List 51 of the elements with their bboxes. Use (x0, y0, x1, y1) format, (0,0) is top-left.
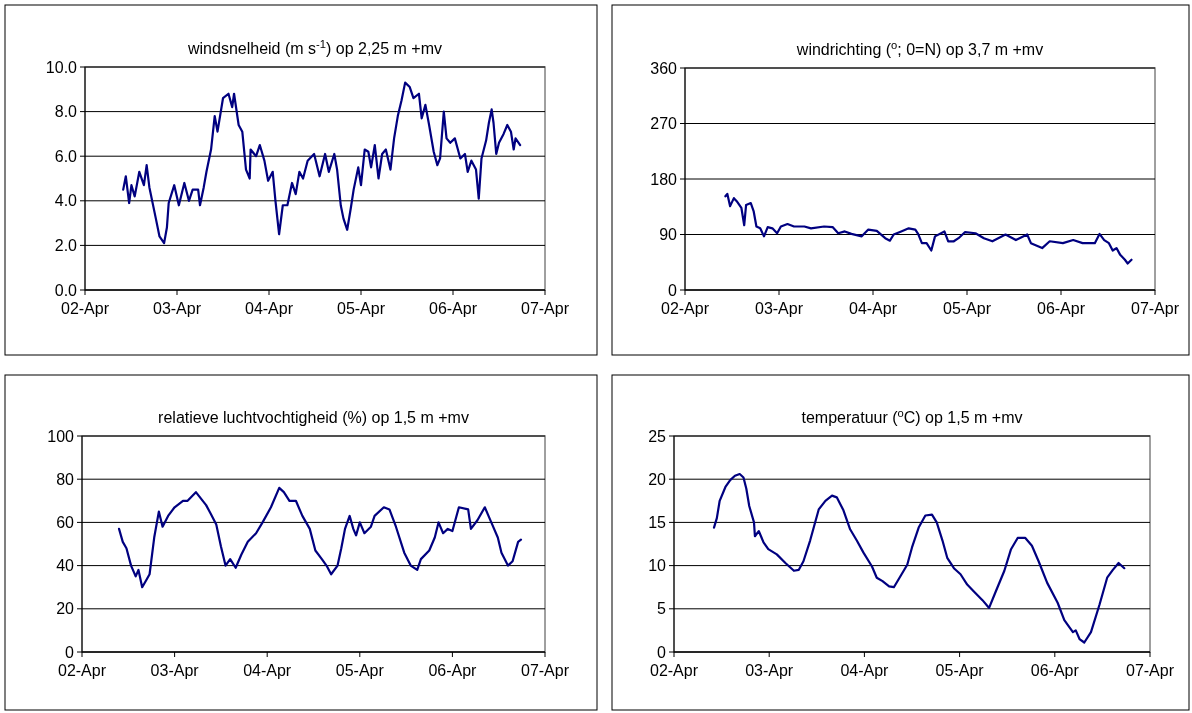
y-tick-label: 360 (650, 59, 678, 77)
y-tick-label: 6.0 (54, 147, 78, 165)
x-tick-label: 03-Apr (754, 300, 804, 317)
x-tick-label: 07-Apr (520, 300, 570, 317)
x-tick-label: 02-Apr (660, 300, 710, 317)
x-tick-label: 06-Apr (1036, 300, 1086, 317)
y-tick-label: 4.0 (54, 192, 78, 210)
y-tick-label: 25 (648, 427, 667, 445)
y-tick-label: 0.0 (54, 281, 78, 299)
x-tick-label: 05-Apr (335, 662, 385, 679)
x-tick-label: 03-Apr (150, 662, 200, 679)
y-tick-label: 270 (650, 115, 678, 133)
chart-title: temperatuur ($^{o}$C) op 1,5 m +mv (801, 407, 1023, 426)
chart-title: windsnelheid (m s$^{-1}$) op 2,25 m +mv (186, 38, 443, 57)
y-tick-label: 10.0 (45, 58, 78, 76)
x-tick-label: 03-Apr (152, 300, 202, 317)
y-tick-label: 80 (56, 470, 75, 488)
x-tick-label: 05-Apr (942, 300, 992, 317)
y-tick-label: 15 (648, 514, 667, 531)
y-tick-label: 20 (56, 600, 75, 618)
y-tick-label: 60 (56, 514, 75, 531)
x-tick-label: 06-Apr (428, 300, 478, 317)
x-tick-label: 04-Apr (244, 300, 294, 317)
x-tick-label: 07-Apr (520, 662, 570, 679)
y-tick-label: 8.0 (54, 103, 78, 121)
x-tick-label: 05-Apr (935, 662, 985, 679)
x-tick-label: 03-Apr (745, 662, 794, 679)
y-tick-label: 90 (659, 226, 678, 244)
x-tick-label: 04-Apr (243, 662, 292, 679)
x-tick-label: 02-Apr (57, 662, 107, 679)
y-tick-label: 20 (648, 470, 667, 488)
chart-title: windrichting ($^{o}$; 0=N) op 3,7 m +mv (795, 39, 1044, 58)
x-tick-label: 04-Apr (848, 300, 898, 317)
y-tick-label: 10 (648, 557, 667, 575)
y-tick-label: 100 (47, 427, 75, 445)
y-tick-label: 0 (65, 643, 75, 661)
x-tick-label: 07-Apr (1130, 300, 1180, 317)
y-tick-label: 0 (668, 281, 678, 299)
x-tick-label: 02-Apr (60, 300, 110, 317)
x-tick-label: 02-Apr (649, 662, 699, 679)
y-tick-label: 180 (650, 170, 678, 188)
y-tick-label: 2.0 (54, 237, 78, 254)
x-tick-label: 05-Apr (336, 300, 386, 317)
y-tick-label: 0 (657, 643, 667, 661)
x-tick-label: 06-Apr (1030, 662, 1080, 679)
x-tick-label: 04-Apr (840, 662, 890, 679)
x-tick-label: 07-Apr (1125, 662, 1175, 679)
x-tick-label: 06-Apr (428, 662, 478, 679)
chart-title: relatieve luchtvochtigheid (%) op 1,5 m +mv (158, 409, 469, 426)
y-tick-label: 40 (56, 557, 75, 575)
y-tick-label: 5 (657, 600, 667, 618)
